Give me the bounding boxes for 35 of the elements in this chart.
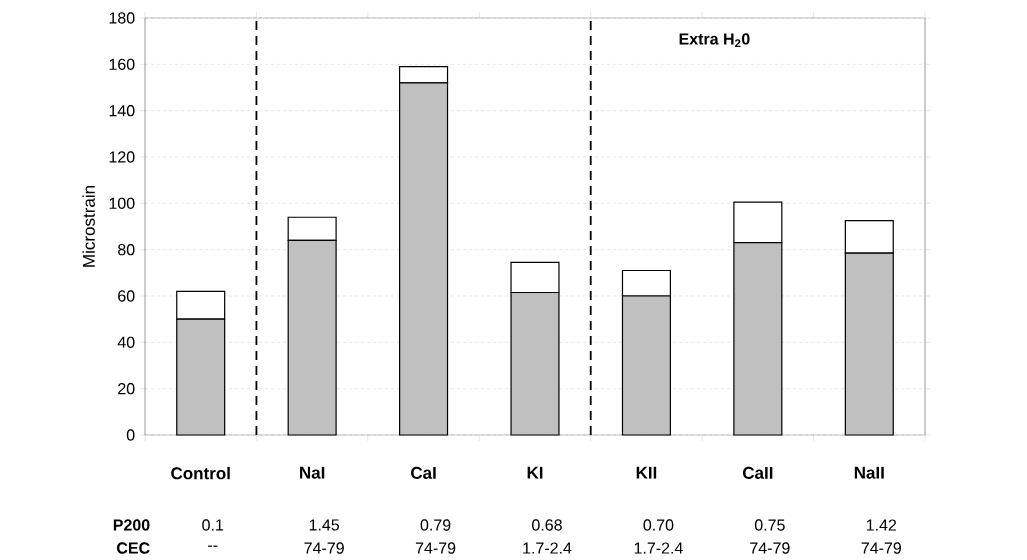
y-tick-label: 40 xyxy=(117,336,135,348)
y-tick-label: 0 xyxy=(126,429,135,441)
text: 74-79 xyxy=(861,542,901,554)
text: 1.7-2.4 xyxy=(634,542,683,554)
text: 1.42 xyxy=(866,519,897,531)
y-tick-label: 20 xyxy=(118,383,135,395)
text: 74-79 xyxy=(304,542,344,554)
y-tick-label: 80 xyxy=(118,244,135,256)
x-tick-label: NaII xyxy=(854,466,884,479)
text: 1.45 xyxy=(309,519,340,531)
text: CEC xyxy=(117,542,150,554)
text: P200 xyxy=(113,519,150,531)
y-axis-title: Microstrain xyxy=(82,186,95,267)
y-tick-label: 60 xyxy=(118,290,135,302)
y-tick-label: 120 xyxy=(109,151,135,163)
text: 74-79 xyxy=(750,542,790,554)
x-tick-label: CaI xyxy=(411,466,436,479)
text: 0.70 xyxy=(643,519,674,531)
x-tick-label: KII xyxy=(636,466,657,479)
text: 0.79 xyxy=(420,519,451,531)
x-tick-label: NaI xyxy=(300,466,325,479)
x-tick-label: CaII xyxy=(742,466,773,479)
text: Extra H$_{2}$0 xyxy=(679,33,750,48)
text: 0.68 xyxy=(532,519,562,531)
x-tick-label: KI xyxy=(527,466,543,479)
text: 74-79 xyxy=(415,542,456,554)
x-tick-label: Control xyxy=(171,466,230,480)
text: -- xyxy=(208,545,218,547)
text: 1.7-2.4 xyxy=(523,542,572,554)
y-tick-label: 140 xyxy=(109,105,135,117)
text: 0.75 xyxy=(754,519,785,531)
y-tick-label: 160 xyxy=(109,58,135,70)
y-tick-label: 100 xyxy=(109,197,135,209)
text: 0.1 xyxy=(202,519,224,531)
y-tick-label: 180 xyxy=(109,12,135,24)
